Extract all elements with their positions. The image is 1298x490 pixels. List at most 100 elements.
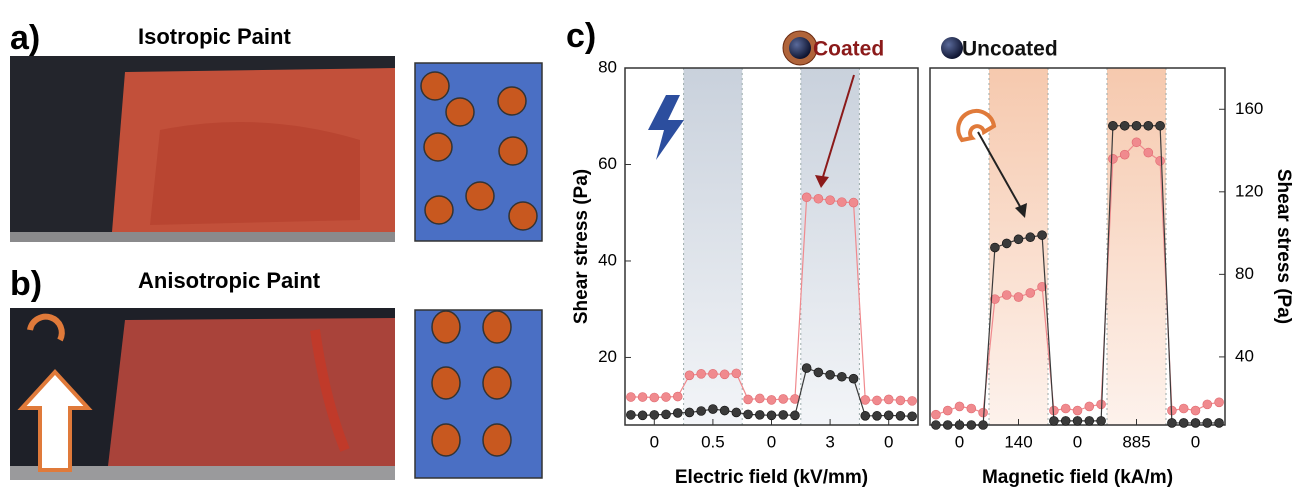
data-point: [626, 393, 635, 402]
data-point: [849, 374, 858, 383]
y-tick-label: 40: [598, 250, 617, 269]
data-point: [1002, 239, 1011, 248]
data-point: [650, 393, 659, 402]
y-axis-label: Shear stress (Pa): [1273, 169, 1294, 324]
data-point: [967, 421, 976, 430]
data-point: [755, 394, 764, 403]
data-point: [943, 406, 952, 415]
data-point: [861, 411, 870, 420]
x-tick-label: 0: [1073, 432, 1082, 451]
data-point: [1144, 121, 1153, 130]
data-point: [990, 243, 999, 252]
data-point: [1073, 416, 1082, 425]
data-point: [908, 396, 917, 405]
data-point: [802, 364, 811, 373]
data-point: [896, 396, 905, 405]
y-tick-label: 40: [1235, 346, 1254, 365]
data-point: [826, 196, 835, 205]
y-tick-label: 80: [598, 57, 617, 76]
data-point: [1203, 400, 1212, 409]
data-point: [720, 370, 729, 379]
data-point: [931, 410, 940, 419]
data-point: [1014, 293, 1023, 302]
data-point: [638, 411, 647, 420]
data-point: [1097, 416, 1106, 425]
data-point: [1049, 416, 1058, 425]
data-point: [1085, 416, 1094, 425]
y-tick-label: 60: [598, 154, 617, 173]
data-point: [1156, 121, 1165, 130]
data-point: [732, 369, 741, 378]
data-point: [826, 370, 835, 379]
data-point: [908, 412, 917, 421]
panel-label: c): [566, 17, 596, 55]
data-point: [767, 395, 776, 404]
x-tick-label: 885: [1122, 432, 1150, 451]
data-point: [1085, 402, 1094, 411]
data-point: [1108, 154, 1117, 163]
x-tick-label: 0: [650, 432, 659, 451]
data-point: [1215, 418, 1224, 427]
data-point: [1156, 156, 1165, 165]
data-point: [1108, 121, 1117, 130]
data-point: [1167, 418, 1176, 427]
x-tick-label: 0: [767, 432, 776, 451]
data-point: [884, 411, 893, 420]
data-point: [744, 410, 753, 419]
data-point: [1144, 148, 1153, 157]
x-tick-label: 0: [1191, 432, 1200, 451]
lightning-icon: [648, 95, 684, 160]
series-line: [631, 368, 912, 416]
x-tick-label: 0.5: [701, 432, 725, 451]
data-point: [673, 408, 682, 417]
data-point: [685, 371, 694, 380]
y-tick-label: 80: [1235, 264, 1254, 283]
data-point: [979, 408, 988, 417]
page: {"panels": { "a": {"label": "a)", "title…: [0, 0, 1298, 490]
y-tick-label: 20: [598, 347, 617, 366]
y-axis-label: Shear stress (Pa): [571, 169, 592, 324]
data-point: [861, 395, 870, 404]
x-tick-label: 0: [884, 432, 893, 451]
data-point: [708, 405, 717, 414]
data-point: [708, 369, 717, 378]
data-point: [1120, 150, 1129, 159]
data-point: [767, 411, 776, 420]
data-point: [1120, 121, 1129, 130]
figure: a) Isotropic Paint b) Anisotropic Paint …: [0, 0, 1298, 490]
data-point: [1203, 418, 1212, 427]
data-point: [720, 406, 729, 415]
y-tick-label: 120: [1235, 181, 1263, 200]
data-point: [1026, 233, 1035, 242]
data-point: [955, 402, 964, 411]
data-point: [814, 368, 823, 377]
data-point: [872, 411, 881, 420]
data-point: [638, 393, 647, 402]
schematic-isotropic: [415, 63, 542, 241]
data-point: [1191, 418, 1200, 427]
panel-label: a): [10, 19, 40, 57]
legend-label: Uncoated: [962, 38, 1058, 61]
schematic-anisotropic: [415, 310, 542, 478]
data-point: [1061, 404, 1070, 413]
y-tick-label: 160: [1235, 99, 1263, 118]
data-point: [1073, 406, 1082, 415]
data-point: [697, 407, 706, 416]
data-point: [849, 198, 858, 207]
data-point: [1132, 121, 1141, 130]
panel-label: b): [10, 265, 42, 303]
data-point: [1038, 231, 1047, 240]
data-point: [1179, 418, 1188, 427]
series-line: [936, 142, 1219, 414]
photo-anisotropic: [10, 308, 395, 480]
x-tick-label: 140: [1004, 432, 1032, 451]
data-point: [662, 393, 671, 402]
data-point: [837, 198, 846, 207]
data-point: [779, 410, 788, 419]
data-point: [884, 395, 893, 404]
data-point: [697, 369, 706, 378]
data-point: [673, 392, 682, 401]
x-axis-label: Magnetic field (kA/m): [982, 467, 1173, 488]
data-point: [732, 408, 741, 417]
